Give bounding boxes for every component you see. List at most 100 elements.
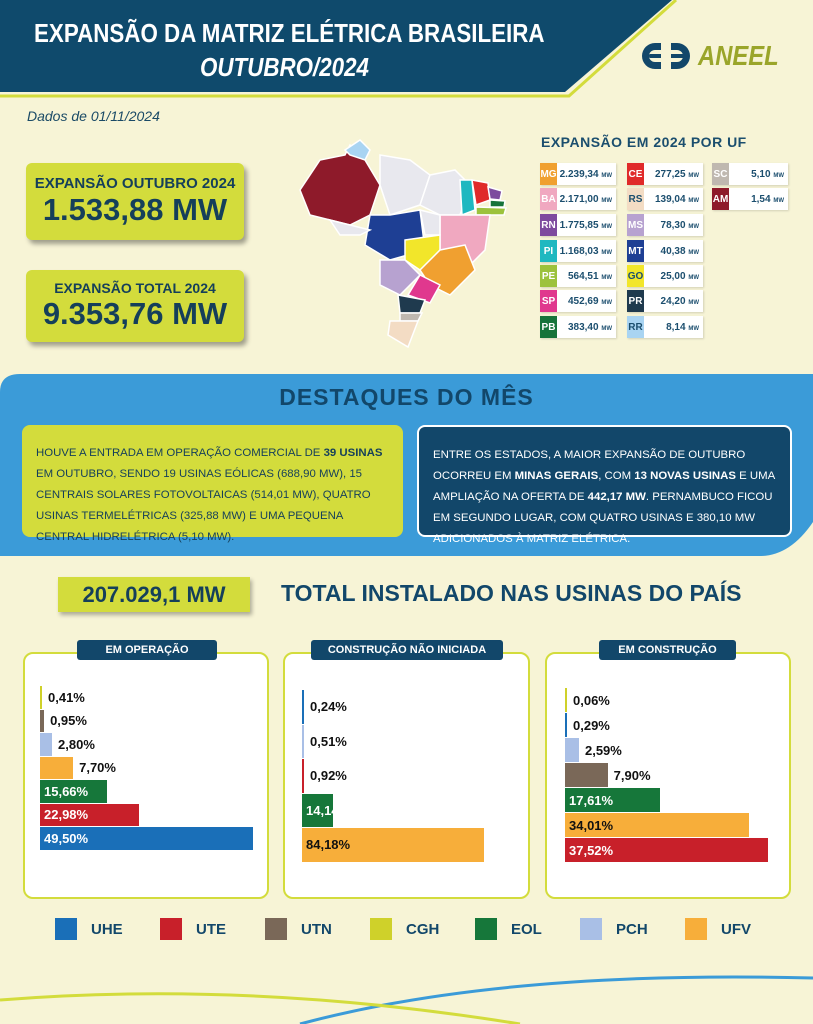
total-installed-title: TOTAL INSTALADO NAS USINAS DO PAÍS (281, 580, 742, 606)
legend-swatch (160, 918, 182, 940)
legend-label: EOL (511, 920, 542, 938)
chart-title: CONSTRUÇÃO NÃO INICIADA (311, 640, 503, 660)
chart-title: EM CONSTRUÇÃO (599, 640, 736, 660)
bar-label: 0,92% (310, 768, 347, 784)
uf-code: PR (627, 290, 644, 312)
legend-item-ute: UTE (160, 918, 226, 940)
uf-value: 1.775,85 MW (559, 219, 612, 231)
highlight-bold: 13 NOVAS USINAS (634, 470, 736, 482)
legend-label: UTE (196, 920, 226, 938)
uf-code: RR (627, 316, 644, 338)
bar-label: 49,50% (44, 830, 89, 846)
bar-uhe (565, 713, 567, 737)
bar-cgh (565, 688, 567, 712)
highlight-text: E UMA AMPLIAÇÃO NA OFERTA DE (433, 470, 775, 503)
kpi-value: 1.533,88 MW (42, 192, 228, 227)
legend-item-pch: PCH (580, 918, 648, 940)
bar-eol (302, 793, 333, 827)
legend-item-ufv: UFV (685, 918, 751, 940)
uf-item-pi: PI 1.168,03 MW (540, 240, 616, 262)
bar-pch (302, 724, 304, 758)
uf-code: MS (627, 214, 644, 236)
highlight-text: . PERNAMBUCO FICOU EM SEGUNDO LUGAR, COM… (433, 491, 773, 545)
page-subtitle: OUTUBRO/2024 (200, 52, 369, 82)
map-state-ce (471, 179, 491, 207)
uf-code: PE (540, 265, 557, 287)
uf-value: 40,38 MW (660, 245, 699, 257)
uf-code: SP (540, 290, 557, 312)
bar-label: 0,41% (48, 689, 85, 705)
bar-label: 0,24% (310, 699, 347, 715)
uf-item-sp: SP 452,69 MW (540, 290, 616, 312)
uf-code: RN (540, 214, 557, 236)
highlight-text: EM OUTUBRO, SENDO 19 USINAS EÓLICAS (688… (36, 468, 371, 543)
map-state-am (299, 143, 381, 226)
bar-label: 15,66% (44, 783, 89, 799)
uf-item-go: GO 25,00 MW (627, 265, 703, 287)
bar-label: 7,90% (613, 767, 651, 783)
uf-item-pr: PR 24,20 MW (627, 290, 703, 312)
uf-value: 564,51 MW (567, 270, 612, 282)
map-state-pe (475, 206, 507, 216)
bar-label: 0,06% (573, 692, 610, 708)
bar-pch (40, 733, 53, 756)
bar-label: 0,95% (50, 713, 87, 729)
uf-code: MT (627, 240, 644, 262)
bar-label: 2,80% (58, 736, 95, 752)
uf-value: 277,25 MW (654, 168, 699, 180)
highlight-left: HOUVE A ENTRADA EM OPERAÇÃO COMERCIAL DE… (22, 425, 403, 543)
legend-item-uhe: UHE (55, 918, 123, 940)
map-state-ac-ro (328, 218, 373, 236)
brazil-map (299, 139, 507, 349)
highlight-text: HOUVE A ENTRADA EM OPERAÇÃO COMERCIAL DE (36, 447, 324, 459)
uf-item-mg: MG 2.239,34 MW (540, 163, 616, 185)
uf-value: 1.168,03 MW (559, 245, 612, 257)
map-state-sc (399, 312, 424, 322)
legend-label: UHE (91, 920, 123, 938)
kpi-value: 9.353,76 MW (42, 296, 228, 331)
kpi-label: EXPANSÃO OUTUBRO 2024 (34, 175, 236, 192)
footer-decoration (0, 975, 813, 1024)
bar-ute (40, 803, 139, 826)
map-state-pi (459, 179, 476, 217)
uf-table-title: EXPANSÃO EM 2024 POR UF (541, 134, 747, 150)
legend-label: CGH (406, 920, 440, 938)
bar-ufv (565, 813, 749, 837)
uf-value: 452,69 MW (567, 295, 612, 307)
bar-uhe (40, 827, 253, 850)
bar-eol (565, 788, 661, 812)
legend-swatch (685, 918, 707, 940)
legend-label: UTN (301, 920, 332, 938)
bar-label: 14,14% (306, 802, 351, 818)
uf-item-mt: MT 40,38 MW (627, 240, 703, 262)
kpi-total-2024: EXPANSÃO TOTAL 2024 9.353,76 MW (26, 270, 244, 342)
highlight-bold: MINAS GERAIS (514, 470, 599, 482)
uf-value: 2.171,00 MW (559, 193, 612, 205)
uf-item-am: AM 1,54 MW (712, 188, 788, 210)
uf-item-rr: RR 8,14 MW (627, 316, 703, 338)
uf-item-sc: SC 5,10 MW (712, 163, 788, 185)
uf-code: PI (540, 240, 557, 262)
legend-item-cgh: CGH (370, 918, 439, 940)
uf-value: 2.239,34 MW (559, 168, 612, 180)
legend-swatch (370, 918, 392, 940)
uf-item-ba: BA 2.171,00 MW (540, 188, 616, 210)
aneel-logo-text: ANEEL (698, 40, 779, 71)
uf-code: CE (627, 163, 644, 185)
map-state-sp (406, 274, 442, 304)
header-banner (0, 0, 678, 98)
map-state-rr (343, 139, 371, 161)
uf-code: PB (540, 316, 557, 338)
map-state-pb (489, 199, 506, 208)
uf-value: 383,40 MW (567, 321, 612, 333)
highlight-right: ENTRE OS ESTADOS, A MAIOR EXPANSÃO DE OU… (417, 425, 792, 545)
bar-label: 34,01% (569, 817, 614, 833)
uf-value: 1,54 MW (751, 193, 784, 205)
legend-label: UFV (721, 920, 751, 938)
bar-label: 0,51% (310, 733, 347, 749)
bar-uhe (302, 690, 304, 724)
highlight-text: , COM (598, 470, 635, 482)
uf-item-ce: CE 277,25 MW (627, 163, 703, 185)
page-title: EXPANSÃO DA MATRIZ ELÉTRICA BRASILEIRA (34, 18, 545, 48)
map-state-ms (379, 259, 422, 296)
